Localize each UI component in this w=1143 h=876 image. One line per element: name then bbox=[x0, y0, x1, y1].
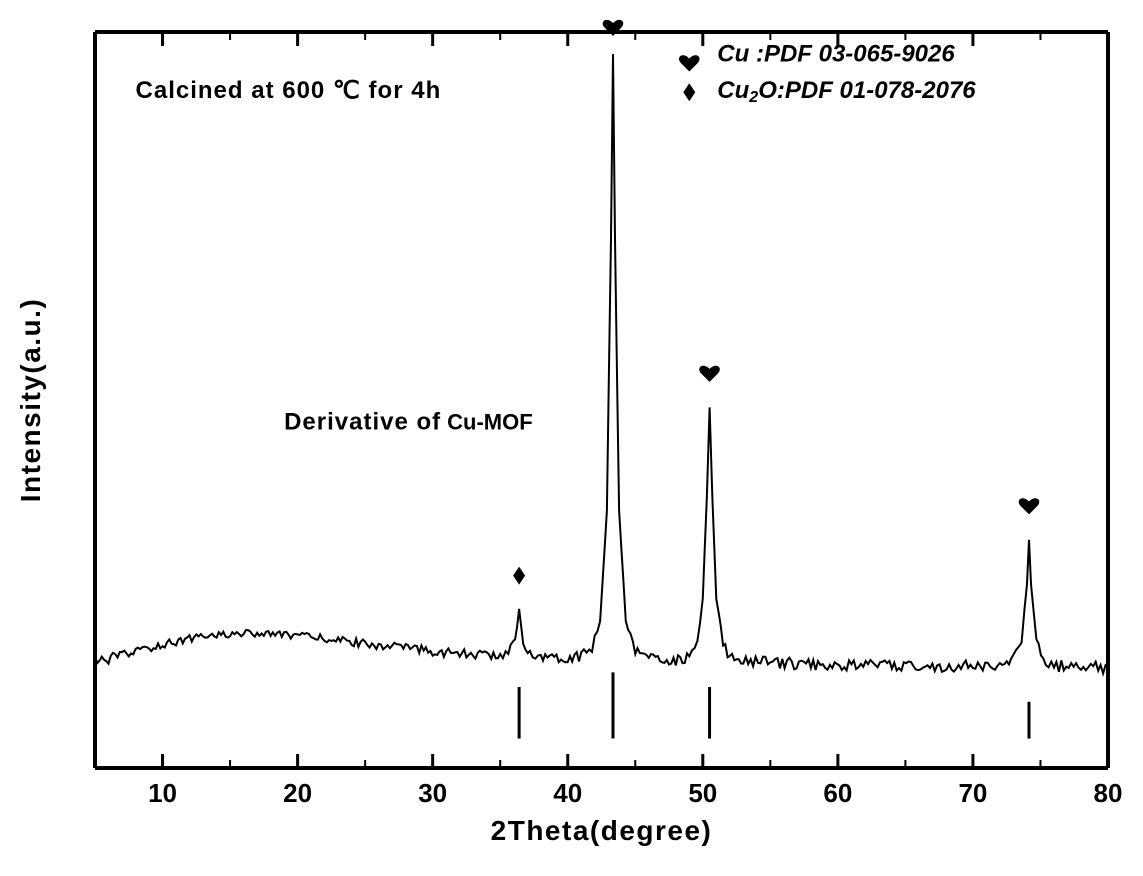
y-axis-label: Intensity(a.u.) bbox=[15, 298, 46, 503]
annotation-derivative-text: Derivative of bbox=[284, 408, 441, 435]
xtick-label: 40 bbox=[553, 778, 582, 808]
xtick-label: 50 bbox=[688, 778, 717, 808]
xtick-label: 20 bbox=[283, 778, 312, 808]
xtick-label: 80 bbox=[1094, 778, 1123, 808]
xtick-label: 60 bbox=[823, 778, 852, 808]
chart-background bbox=[0, 0, 1143, 876]
xtick-label: 10 bbox=[148, 778, 177, 808]
annotation-condition: Calcined at 600 ℃ for 4h bbox=[136, 77, 442, 104]
annotation-derivative: Derivative of Cu-MOF bbox=[284, 408, 533, 435]
xrd-plot-svg: 10 20 30 40 50 60 70 80 Calcined at 600 ℃ for 4h… bbox=[0, 0, 1143, 876]
xrd-figure: 10 20 30 40 50 60 70 80 Calcined at 600 ℃ for 4h… bbox=[0, 0, 1143, 876]
xtick-label: 70 bbox=[958, 778, 987, 808]
x-axis-label: 2Theta(degree) bbox=[491, 815, 713, 846]
xtick-label: 30 bbox=[418, 778, 447, 808]
legend-label: Cu :PDF 03-065-9026 bbox=[717, 40, 955, 67]
annotation-derivative-tail: Cu-MOF bbox=[447, 409, 533, 434]
